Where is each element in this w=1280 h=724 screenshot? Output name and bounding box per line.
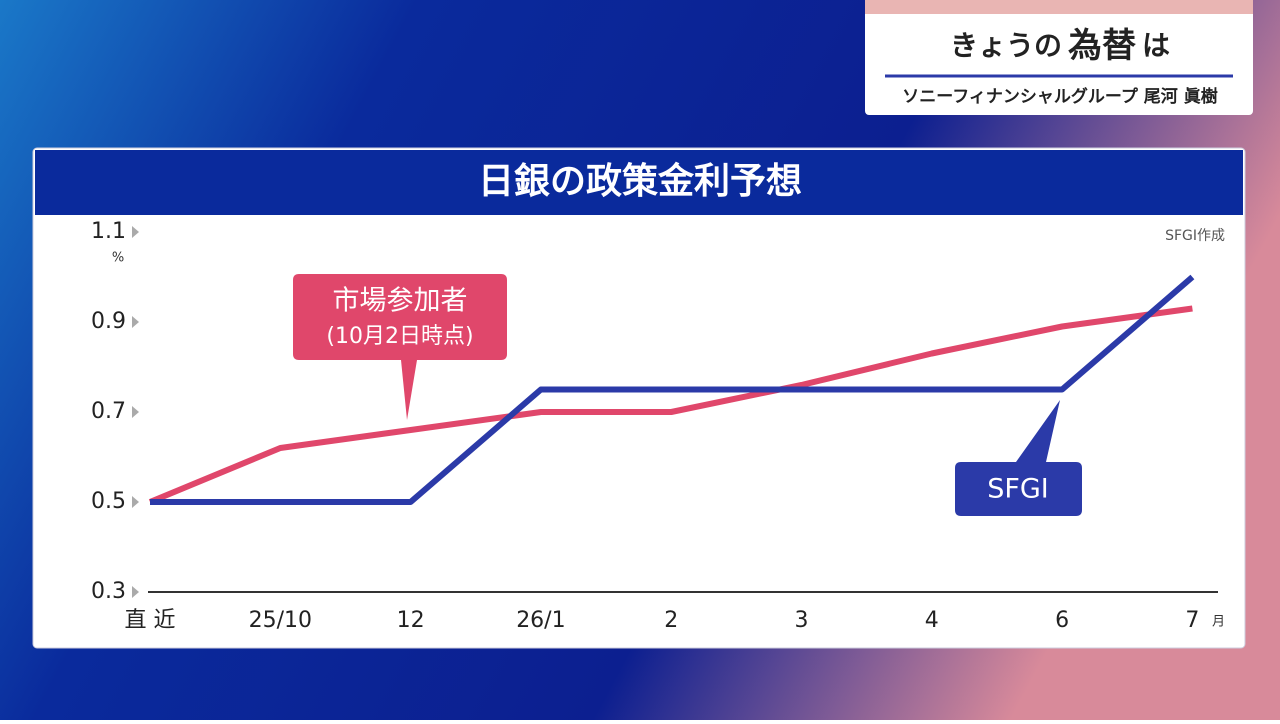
plot: 0.3 0.5 0.7 0.9 1.1 直 近 25/10 12 26/1 2 3 4 6 7	[91, 219, 1199, 633]
y-tick-label: 1.1	[91, 219, 126, 244]
y-tick-mark	[132, 406, 139, 418]
callout-sfgi-name: SFGI	[987, 474, 1049, 505]
y-tick-mark	[132, 496, 139, 508]
chart-panel	[32, 147, 1246, 649]
source: SFGI作成	[1165, 228, 1225, 244]
x-tick-label: 25/10	[249, 608, 312, 633]
series-line	[150, 274, 1195, 505]
callout-market-name: 市場参加者	[333, 286, 468, 317]
y-tick-label: 0.5	[91, 489, 126, 514]
y-tick-label: 0.9	[91, 309, 126, 334]
y-tick-label: 0.7	[91, 399, 126, 424]
callout-market-note: (10月2日時点)	[326, 324, 473, 349]
y-tick-mark	[132, 316, 139, 328]
x-tick-label: 26/1	[516, 608, 565, 633]
y-tick-label: 0.3	[91, 579, 126, 604]
x-tick-label: 2	[664, 608, 678, 633]
chart-title: 日銀の政策金利予想	[478, 160, 802, 202]
callout-market	[293, 274, 507, 420]
x-tick-label: 直 近	[125, 608, 176, 633]
y-tick-mark	[132, 226, 139, 238]
topic-small: きょうの	[950, 29, 1062, 62]
x-tick-label: 7	[1185, 608, 1199, 633]
presenter: ソニーフィナンシャルグループ 尾河 眞樹	[902, 86, 1217, 107]
series-line	[148, 305, 1193, 505]
topic-end: は	[1142, 29, 1170, 62]
chart-header	[35, 150, 1243, 215]
callout-sfgi	[955, 400, 1082, 516]
x-tick-label: 12	[397, 608, 425, 633]
x-tick-label: 6	[1055, 608, 1069, 633]
y-tick-mark	[132, 586, 139, 598]
x-tick-label: 3	[795, 608, 809, 633]
x-tick-label: 4	[925, 608, 939, 633]
y-unit: %	[112, 251, 124, 266]
x-unit: 月	[1212, 615, 1225, 630]
topic-big: 為替	[1068, 26, 1136, 66]
topic: きょうの 為替は	[950, 26, 1170, 66]
topic-strip	[865, 0, 1253, 14]
topic-panel	[865, 0, 1253, 115]
